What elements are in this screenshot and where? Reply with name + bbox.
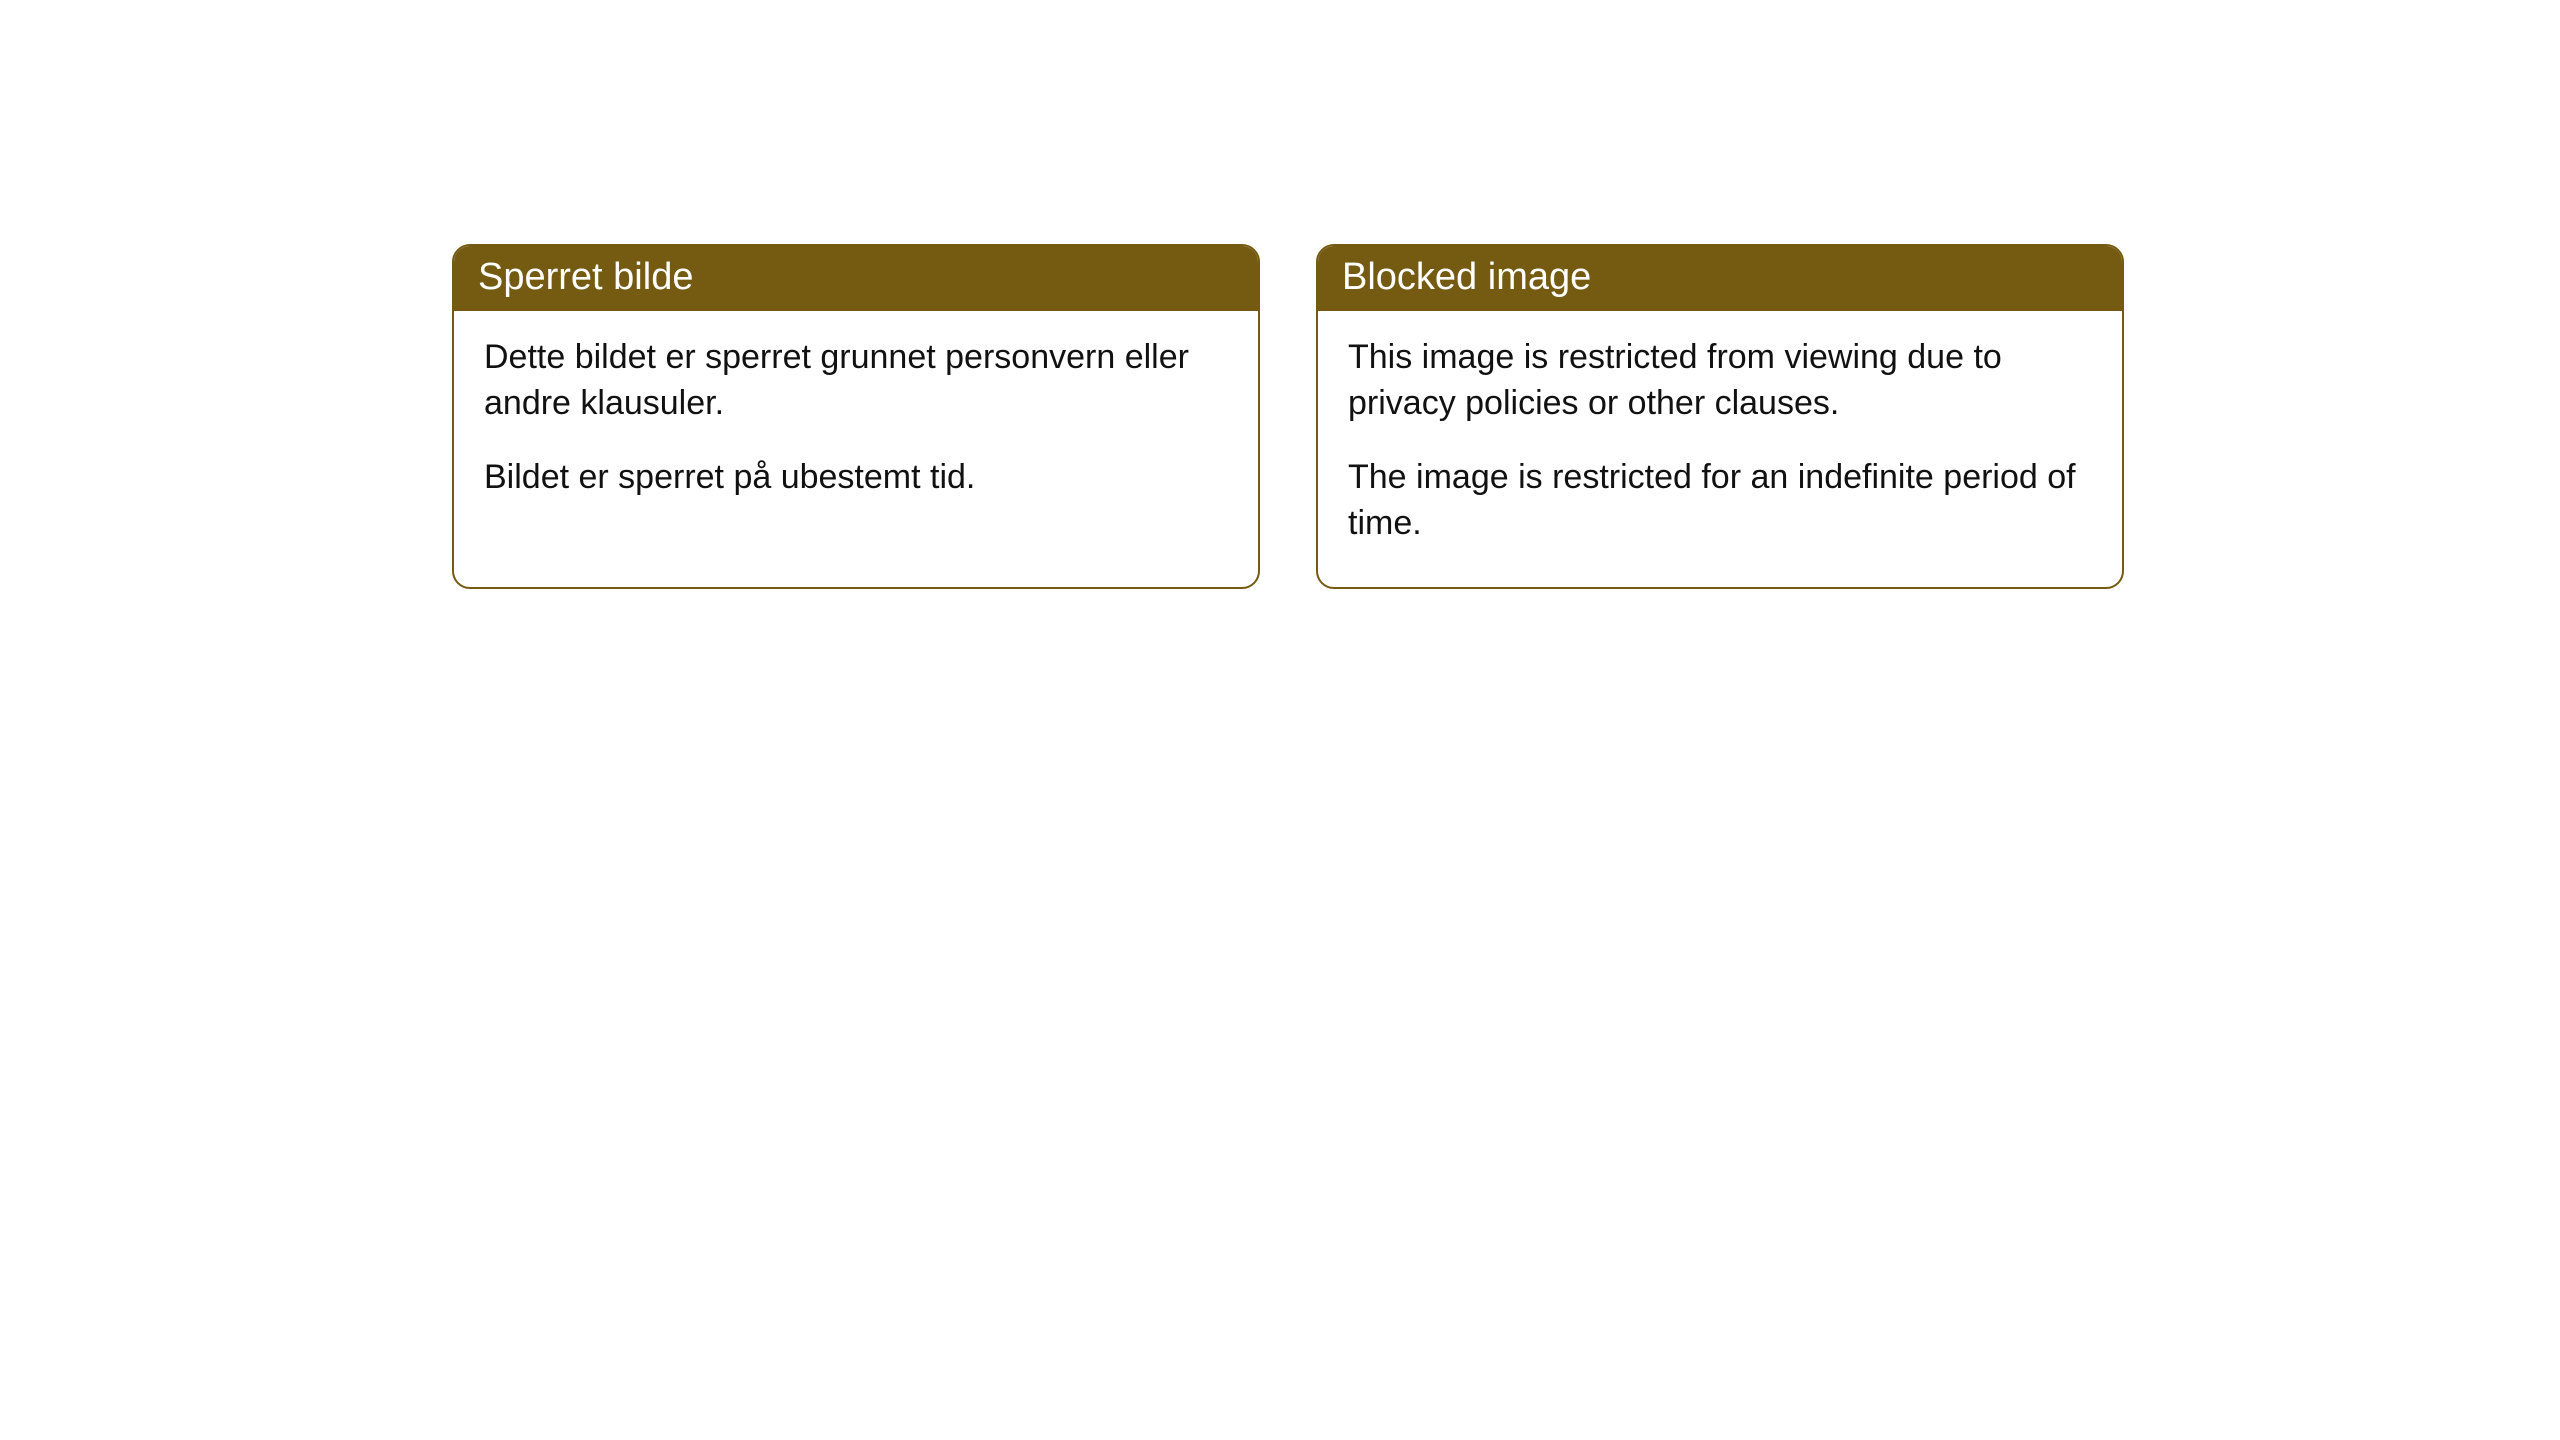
cards-container: Sperret bilde Dette bildet er sperret gr… (0, 0, 2560, 589)
card-paragraph: Bildet er sperret på ubestemt tid. (484, 455, 1228, 501)
card-body: Dette bildet er sperret grunnet personve… (454, 311, 1258, 541)
card-paragraph: The image is restricted for an indefinit… (1348, 455, 2092, 547)
card-paragraph: This image is restricted from viewing du… (1348, 335, 2092, 427)
card-title: Blocked image (1318, 246, 2122, 311)
blocked-image-card-norwegian: Sperret bilde Dette bildet er sperret gr… (452, 244, 1260, 589)
card-body: This image is restricted from viewing du… (1318, 311, 2122, 587)
card-paragraph: Dette bildet er sperret grunnet personve… (484, 335, 1228, 427)
card-title: Sperret bilde (454, 246, 1258, 311)
blocked-image-card-english: Blocked image This image is restricted f… (1316, 244, 2124, 589)
